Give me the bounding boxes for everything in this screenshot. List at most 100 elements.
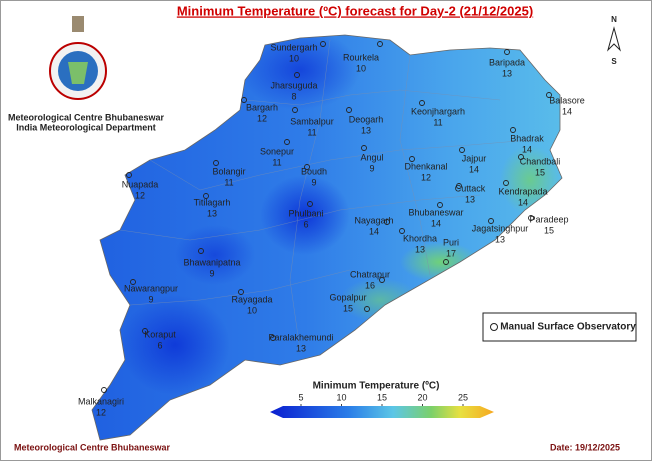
station-marker — [504, 49, 510, 55]
station-value: 14 — [431, 218, 441, 228]
station-marker — [510, 127, 516, 133]
station-marker — [503, 180, 509, 186]
station-value: 15 — [535, 167, 545, 177]
station-value: 14 — [518, 197, 528, 207]
station-value: 14 — [369, 226, 379, 236]
station-marker — [377, 41, 383, 47]
legend-marker — [490, 323, 498, 331]
station-value: 9 — [369, 163, 374, 173]
station-name: Gopalpur — [329, 292, 366, 302]
station-marker — [241, 97, 247, 103]
station-name: Sonepur — [260, 146, 294, 156]
station-value: 13 — [415, 244, 425, 254]
station-name: Boudh — [301, 166, 327, 176]
station-name: Nuapada — [122, 179, 159, 189]
station-marker — [101, 387, 107, 393]
footer-left: Meteorological Centre Bhubaneswar — [14, 442, 171, 452]
station-name: Balasore — [549, 95, 585, 105]
station-value: 11 — [224, 177, 233, 187]
station-value: 14 — [469, 164, 479, 174]
station-marker — [437, 202, 443, 208]
station-value: 6 — [157, 340, 162, 350]
title: Minimum Temperature (ºC) forecast for Da… — [177, 3, 533, 18]
station-value: 6 — [303, 219, 308, 229]
station-value: 13 — [495, 234, 505, 244]
station-value: 13 — [502, 68, 512, 78]
station-name: Keonjhargarh — [411, 106, 465, 116]
station-value: 12 — [257, 113, 267, 123]
station-value: 10 — [356, 63, 366, 73]
station-name: Bhubaneswar — [408, 207, 463, 217]
station-value: 12 — [421, 172, 431, 182]
station-name: Dhenkanal — [404, 161, 447, 171]
station-marker — [142, 328, 148, 334]
station-value: 11 — [433, 117, 442, 127]
colorbar-ticks: 5 10 15 20 25 — [298, 392, 468, 406]
station-marker — [238, 289, 244, 295]
station-name: Sambalpur — [290, 116, 334, 126]
station-marker — [361, 145, 367, 151]
logo — [49, 16, 107, 100]
station-name: Titilagarh — [194, 197, 231, 207]
station-value: 14 — [562, 106, 572, 116]
station-value: 15 — [544, 225, 554, 235]
station-name: Puri — [443, 237, 459, 247]
compass-south: S — [611, 57, 617, 66]
station-name: Paradeep — [529, 214, 568, 224]
station-value: 11 — [272, 157, 281, 167]
footer-right: Date: 19/12/2025 — [550, 442, 620, 452]
org-name: India Meteorological Department — [16, 122, 156, 132]
station-value: 15 — [343, 303, 353, 313]
colorbar-tick-label: 25 — [458, 392, 468, 402]
station-marker — [198, 248, 204, 254]
station-marker — [203, 193, 209, 199]
colorbar-tick-label: 20 — [417, 392, 427, 402]
station-name: Bolangir — [212, 166, 245, 176]
colorbar — [270, 406, 494, 418]
station-marker — [546, 92, 552, 98]
station-value: 12 — [96, 407, 106, 417]
station-value: 9 — [148, 294, 153, 304]
station-marker — [379, 277, 385, 283]
compass-north: N — [611, 15, 617, 24]
station-marker — [419, 100, 425, 106]
station-marker — [213, 160, 219, 166]
station-marker — [399, 228, 405, 234]
station-marker — [346, 107, 352, 113]
station-name: Malkanagiri — [78, 396, 124, 406]
station-marker — [304, 164, 310, 170]
station-marker — [294, 72, 300, 78]
station-value: 13 — [361, 125, 371, 135]
station-name: Cuttack — [455, 183, 486, 193]
station-name: Chatrapur — [350, 269, 390, 279]
station-value: 16 — [365, 280, 375, 290]
station-value: 9 — [311, 177, 316, 187]
station-name: Bhawanipatna — [183, 257, 240, 267]
colorbar-tick-label: 5 — [298, 392, 303, 402]
station-marker — [384, 219, 390, 225]
station-name: Paralakhemundi — [268, 332, 333, 342]
district-lines — [119, 39, 531, 351]
colorbar-tick-label: 15 — [377, 392, 387, 402]
colorbar-title: Minimum Temperature (ºC) — [313, 381, 440, 392]
station-marker — [528, 215, 534, 221]
colorbar-tick-label: 10 — [336, 392, 346, 402]
station-name: Khordha — [403, 233, 437, 243]
station-marker — [488, 218, 494, 224]
station-value: 14 — [522, 144, 532, 154]
station-name: Phulbani — [288, 208, 323, 218]
station-name: Rayagada — [231, 294, 272, 304]
station-name: Jajpur — [462, 153, 487, 163]
station-marker — [364, 306, 370, 312]
org-name: Meteorological Centre Bhubaneswar — [8, 112, 165, 122]
legend-box — [482, 312, 637, 342]
station-value: 8 — [291, 91, 296, 101]
station-name: Jharsuguda — [270, 80, 317, 90]
station-name: Nayagarh — [354, 215, 393, 225]
station-name: Kendrapada — [498, 186, 547, 196]
station-marker — [443, 259, 449, 265]
station-marker — [126, 172, 132, 178]
station-name: Angul — [360, 152, 383, 162]
